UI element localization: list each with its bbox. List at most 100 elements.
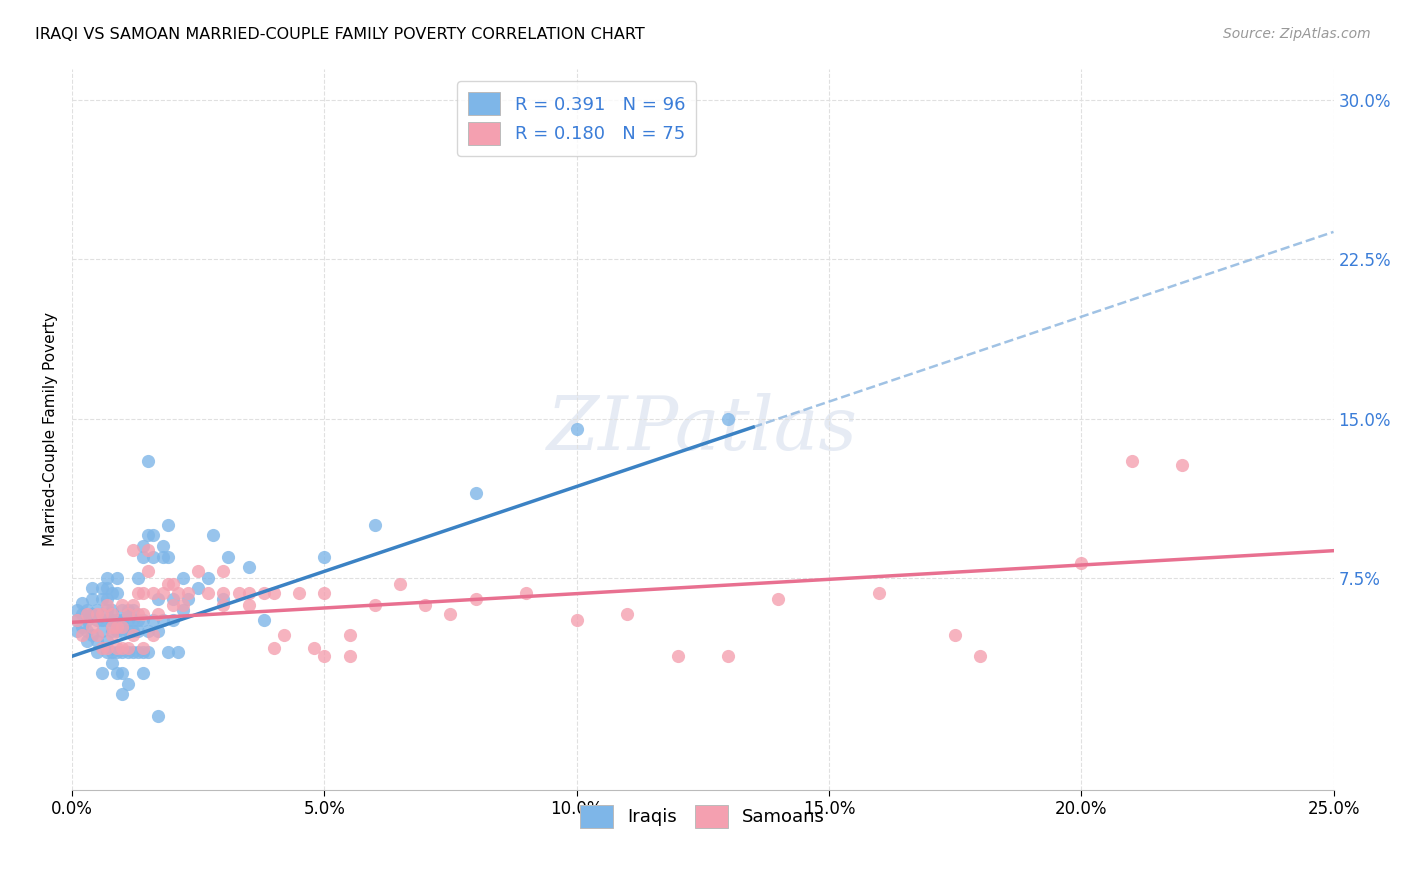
Point <box>131 640 153 655</box>
Point <box>768 591 790 606</box>
Point <box>131 539 153 553</box>
Point <box>76 634 98 648</box>
Point <box>70 596 93 610</box>
Point <box>142 528 165 542</box>
Point <box>96 582 118 596</box>
Point <box>156 549 179 564</box>
Point <box>156 517 179 532</box>
Point <box>111 602 134 616</box>
Point <box>82 582 104 596</box>
Point <box>302 640 325 655</box>
Point <box>91 613 114 627</box>
Point <box>152 585 174 599</box>
Point <box>136 528 159 542</box>
Point <box>117 613 139 627</box>
Point <box>121 624 143 638</box>
Point <box>76 624 98 638</box>
Point <box>146 607 169 621</box>
Point <box>146 708 169 723</box>
Point <box>131 645 153 659</box>
Point <box>162 599 184 613</box>
Point <box>96 613 118 627</box>
Point <box>339 649 361 664</box>
Point <box>212 599 235 613</box>
Point <box>96 602 118 616</box>
Point <box>117 602 139 616</box>
Point <box>238 599 260 613</box>
Point <box>717 411 740 425</box>
Point <box>146 624 169 638</box>
Point <box>217 549 239 564</box>
Point <box>131 666 153 681</box>
Point <box>111 624 134 638</box>
Point <box>253 613 276 627</box>
Point <box>666 649 689 664</box>
Point <box>127 624 149 638</box>
Point <box>868 585 890 599</box>
Point <box>136 543 159 558</box>
Point <box>121 543 143 558</box>
Point <box>131 607 153 621</box>
Point <box>121 645 143 659</box>
Point <box>136 624 159 638</box>
Point <box>91 640 114 655</box>
Point <box>172 571 194 585</box>
Point <box>177 585 200 599</box>
Point <box>464 486 486 500</box>
Point <box>101 624 124 638</box>
Point <box>212 565 235 579</box>
Point <box>142 549 165 564</box>
Point <box>121 628 143 642</box>
Point <box>66 613 89 627</box>
Point <box>177 591 200 606</box>
Point <box>253 585 276 599</box>
Point <box>91 591 114 606</box>
Point <box>339 628 361 642</box>
Point <box>117 624 139 638</box>
Point <box>91 666 114 681</box>
Point <box>439 607 461 621</box>
Point <box>101 628 124 642</box>
Point <box>82 591 104 606</box>
Point <box>101 613 124 627</box>
Point <box>96 599 118 613</box>
Text: Source: ZipAtlas.com: Source: ZipAtlas.com <box>1223 27 1371 41</box>
Point <box>101 645 124 659</box>
Point <box>162 613 184 627</box>
Point <box>107 571 129 585</box>
Point <box>314 549 336 564</box>
Point <box>86 634 108 648</box>
Point <box>66 602 89 616</box>
Point <box>464 591 486 606</box>
Point <box>96 634 118 648</box>
Point <box>172 602 194 616</box>
Point <box>202 528 225 542</box>
Point <box>101 619 124 633</box>
Text: IRAQI VS SAMOAN MARRIED-COUPLE FAMILY POVERTY CORRELATION CHART: IRAQI VS SAMOAN MARRIED-COUPLE FAMILY PO… <box>35 27 645 42</box>
Point <box>117 640 139 655</box>
Point <box>111 640 134 655</box>
Point <box>288 585 311 599</box>
Point <box>131 585 153 599</box>
Point <box>91 624 114 638</box>
Point <box>263 640 285 655</box>
Point <box>117 677 139 691</box>
Point <box>364 599 387 613</box>
Point <box>1070 556 1092 570</box>
Point <box>413 599 436 613</box>
Point <box>76 607 98 621</box>
Point <box>969 649 991 664</box>
Point <box>91 582 114 596</box>
Point <box>162 577 184 591</box>
Point <box>1121 454 1143 468</box>
Point <box>172 599 194 613</box>
Point <box>314 649 336 664</box>
Point <box>117 607 139 621</box>
Point <box>616 607 638 621</box>
Point <box>117 645 139 659</box>
Point <box>136 454 159 468</box>
Point <box>943 628 966 642</box>
Point <box>131 549 153 564</box>
Y-axis label: Married-Couple Family Poverty: Married-Couple Family Poverty <box>44 312 58 546</box>
Point <box>101 607 124 621</box>
